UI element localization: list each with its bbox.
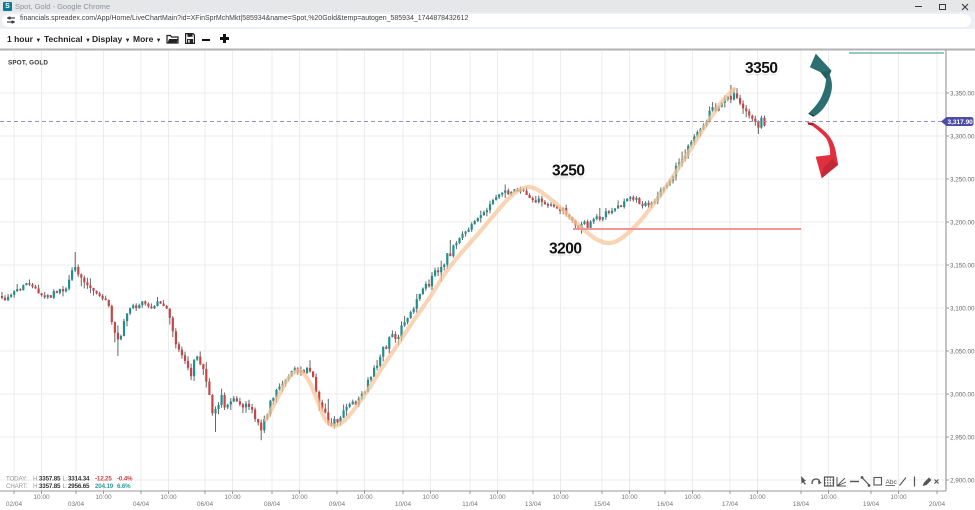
svg-text:2,900.00: 2,900.00 [950, 477, 975, 484]
svg-text:06/04: 06/04 [197, 501, 214, 508]
svg-text:3,000.00: 3,000.00 [950, 391, 975, 398]
svg-text:03/04: 03/04 [68, 501, 85, 508]
svg-text:10:00: 10:00 [356, 494, 373, 501]
svg-text:6.6%: 6.6% [117, 483, 131, 490]
svg-text:H:: H: [33, 476, 39, 483]
svg-text:3250: 3250 [552, 163, 584, 180]
svg-text:3200: 3200 [549, 241, 581, 258]
svg-text:15/04: 15/04 [594, 501, 611, 508]
svg-text:3350: 3350 [745, 60, 777, 77]
svg-text:3,317.90: 3,317.90 [948, 119, 974, 126]
svg-text:SPOT, GOLD: SPOT, GOLD [8, 60, 48, 67]
svg-text:2956.65: 2956.65 [68, 483, 90, 490]
svg-text:10:00: 10:00 [95, 494, 112, 501]
svg-text:10:00: 10:00 [160, 494, 177, 501]
svg-text:18/04: 18/04 [793, 501, 810, 508]
svg-text:H:: H: [33, 483, 39, 490]
svg-text:10:00: 10:00 [224, 494, 241, 501]
svg-text:13/04: 13/04 [525, 501, 542, 508]
svg-text:10:00: 10:00 [621, 494, 638, 501]
svg-text:17/04: 17/04 [722, 501, 739, 508]
svg-text:3,150.00: 3,150.00 [950, 262, 975, 269]
svg-text:10:00: 10:00 [890, 494, 907, 501]
svg-text:11/04: 11/04 [462, 501, 478, 508]
svg-text:20/04: 20/04 [929, 501, 946, 508]
svg-text:3,350.00: 3,350.00 [950, 90, 975, 97]
svg-text:04/04: 04/04 [133, 501, 150, 508]
svg-text:TODAY:: TODAY: [6, 476, 28, 483]
svg-text:3357.85: 3357.85 [39, 483, 61, 490]
svg-text:L:: L: [63, 476, 68, 483]
svg-text:10:00: 10:00 [33, 494, 50, 501]
svg-text:L:: L: [63, 483, 68, 490]
svg-text:3357.85: 3357.85 [39, 476, 61, 483]
svg-text:3314.34: 3314.34 [68, 476, 90, 483]
svg-text:19/04: 19/04 [863, 501, 880, 508]
svg-text:16/04: 16/04 [657, 501, 674, 508]
svg-text:CHART:: CHART: [6, 483, 28, 490]
svg-text:02/04: 02/04 [6, 501, 23, 508]
svg-text:10:00: 10:00 [749, 494, 766, 501]
svg-text:204.19: 204.19 [95, 483, 114, 490]
svg-text:3,050.00: 3,050.00 [950, 348, 975, 355]
svg-text:10:00: 10:00 [489, 494, 506, 501]
svg-text:Abc: Abc [886, 479, 898, 486]
svg-text:09/04: 09/04 [329, 501, 346, 508]
svg-text:10/04: 10/04 [395, 501, 412, 508]
svg-text:3,300.00: 3,300.00 [950, 133, 975, 140]
svg-text:10:00: 10:00 [684, 494, 701, 501]
svg-text:3,200.00: 3,200.00 [950, 219, 975, 226]
svg-text:3,100.00: 3,100.00 [950, 305, 975, 312]
svg-text:10:00: 10:00 [552, 494, 569, 501]
svg-text:-12.25: -12.25 [95, 476, 112, 483]
svg-text:10:00: 10:00 [820, 494, 837, 501]
svg-text:10:00: 10:00 [422, 494, 439, 501]
svg-text:3,250.00: 3,250.00 [950, 176, 975, 183]
svg-text:10:00: 10:00 [291, 494, 308, 501]
svg-text:08/04: 08/04 [264, 501, 281, 508]
svg-text:-0.4%: -0.4% [117, 476, 133, 483]
svg-text:2,950.00: 2,950.00 [950, 434, 975, 441]
